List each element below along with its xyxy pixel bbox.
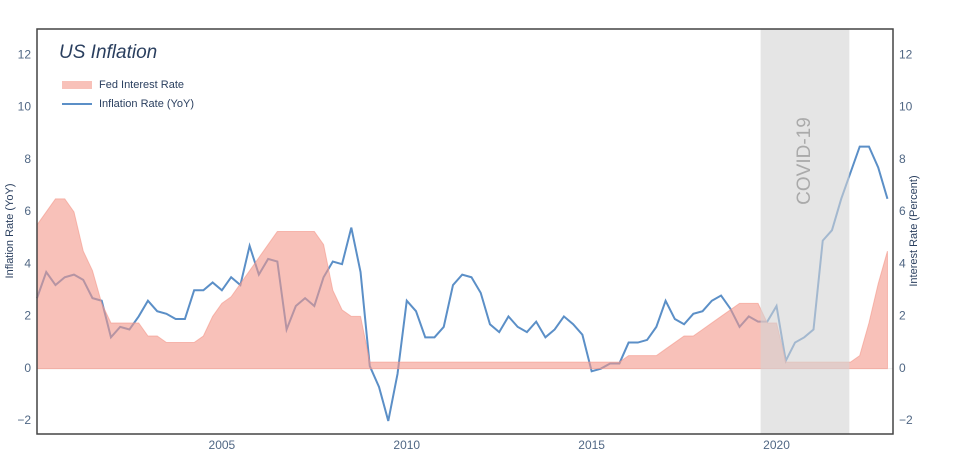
chart-title: US Inflation xyxy=(59,42,157,63)
shade-label: COVID-19 xyxy=(794,117,815,205)
plot-frame xyxy=(36,28,894,435)
y-tick-label: 6 xyxy=(24,204,31,218)
y2-tick-label: 2 xyxy=(899,309,906,323)
x-tick-label: 2020 xyxy=(763,438,790,452)
legend-label: Inflation Rate (YoY) xyxy=(99,98,194,110)
y2-axis-title: Interest Rate (Percent) xyxy=(908,175,920,286)
y-tick-label: 10 xyxy=(18,100,32,114)
y-tick-label: 4 xyxy=(24,256,31,270)
y-tick-label: 12 xyxy=(18,47,32,61)
covid-shade xyxy=(760,29,850,434)
legend-label: Fed Interest Rate xyxy=(99,79,184,91)
y-axis-title: Inflation Rate (YoY) xyxy=(4,184,16,279)
x-tick-label: 2005 xyxy=(209,438,236,452)
y2-tick-label: 8 xyxy=(899,152,906,166)
y2-tick-label: 4 xyxy=(899,256,906,270)
y2-tick-label: 0 xyxy=(899,361,906,375)
y-tick-label: −2 xyxy=(17,413,31,427)
y-tick-label: 2 xyxy=(24,309,31,323)
y2-tick-label: 12 xyxy=(899,47,913,61)
legend-swatch xyxy=(62,81,92,89)
y2-tick-label: −2 xyxy=(899,413,913,427)
y2-tick-label: 6 xyxy=(899,204,906,218)
x-tick-label: 2010 xyxy=(393,438,420,452)
y-tick-label: 0 xyxy=(24,361,31,375)
y-tick-label: 8 xyxy=(24,152,31,166)
y2-tick-label: 10 xyxy=(899,100,913,114)
fed-rate-area xyxy=(36,198,888,370)
x-tick-label: 2015 xyxy=(578,438,605,452)
